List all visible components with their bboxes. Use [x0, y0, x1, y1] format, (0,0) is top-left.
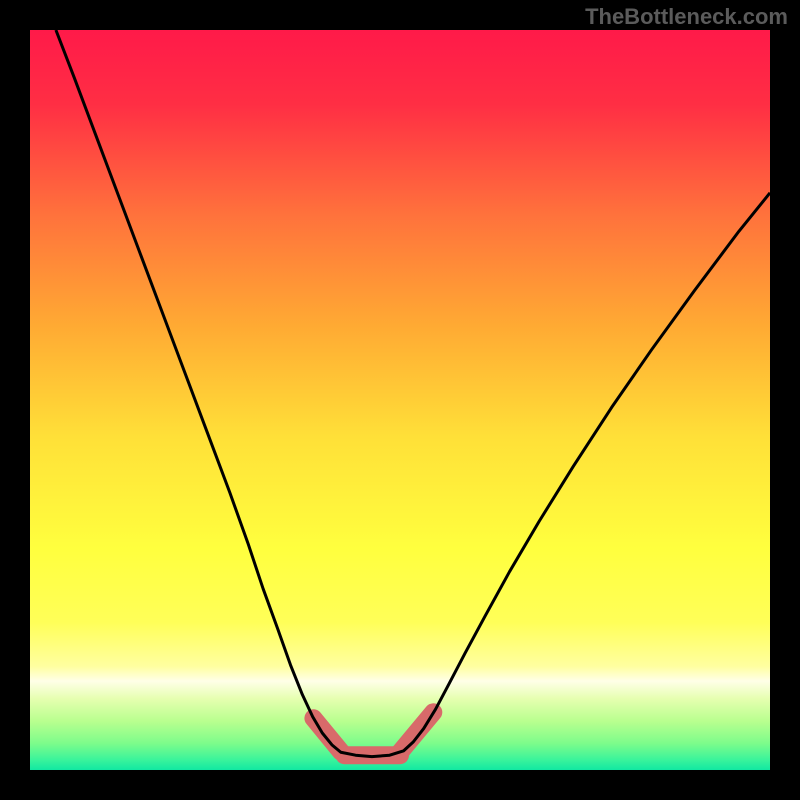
plot-area	[30, 30, 770, 770]
curve-layer	[30, 30, 770, 770]
watermark-text: TheBottleneck.com	[585, 4, 788, 30]
chart-container: { "watermark": { "text": "TheBottleneck.…	[0, 0, 800, 800]
main-curve	[56, 30, 770, 757]
